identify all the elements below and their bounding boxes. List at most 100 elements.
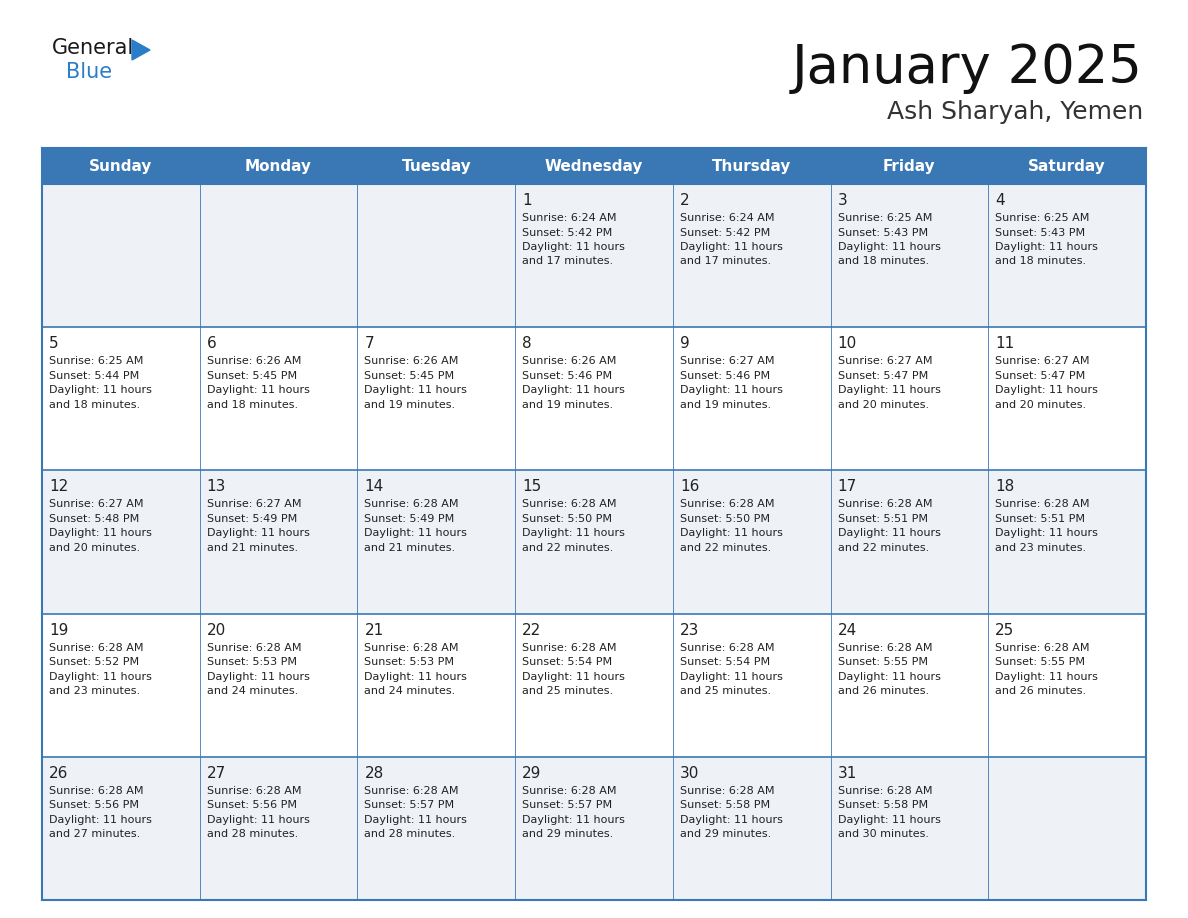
Text: Monday: Monday <box>245 159 312 174</box>
Text: 26: 26 <box>49 766 69 781</box>
Text: Daylight: 11 hours: Daylight: 11 hours <box>523 242 625 252</box>
Text: Sunrise: 6:28 AM: Sunrise: 6:28 AM <box>523 786 617 796</box>
Text: Sunset: 5:49 PM: Sunset: 5:49 PM <box>207 514 297 524</box>
Text: and 17 minutes.: and 17 minutes. <box>523 256 613 266</box>
Text: Sunrise: 6:26 AM: Sunrise: 6:26 AM <box>365 356 459 366</box>
Text: Sunrise: 6:28 AM: Sunrise: 6:28 AM <box>207 643 302 653</box>
Text: and 18 minutes.: and 18 minutes. <box>996 256 1086 266</box>
Text: Sunset: 5:45 PM: Sunset: 5:45 PM <box>365 371 455 381</box>
Text: Daylight: 11 hours: Daylight: 11 hours <box>365 386 467 396</box>
Text: Sunset: 5:45 PM: Sunset: 5:45 PM <box>207 371 297 381</box>
Text: Daylight: 11 hours: Daylight: 11 hours <box>680 242 783 252</box>
Text: Sunset: 5:46 PM: Sunset: 5:46 PM <box>523 371 612 381</box>
Text: and 21 minutes.: and 21 minutes. <box>365 543 455 553</box>
Text: Daylight: 11 hours: Daylight: 11 hours <box>49 386 152 396</box>
Text: Sunrise: 6:28 AM: Sunrise: 6:28 AM <box>838 499 933 509</box>
Text: Daylight: 11 hours: Daylight: 11 hours <box>49 529 152 538</box>
Text: Sunset: 5:50 PM: Sunset: 5:50 PM <box>523 514 612 524</box>
Text: Sunrise: 6:28 AM: Sunrise: 6:28 AM <box>680 499 775 509</box>
Text: Sunset: 5:49 PM: Sunset: 5:49 PM <box>365 514 455 524</box>
Text: Sunset: 5:42 PM: Sunset: 5:42 PM <box>523 228 612 238</box>
Text: Daylight: 11 hours: Daylight: 11 hours <box>996 242 1098 252</box>
Bar <box>516 148 672 184</box>
Text: and 24 minutes.: and 24 minutes. <box>365 686 456 696</box>
Text: Sunset: 5:56 PM: Sunset: 5:56 PM <box>207 800 297 811</box>
Text: Sunrise: 6:28 AM: Sunrise: 6:28 AM <box>996 499 1089 509</box>
Text: 21: 21 <box>365 622 384 638</box>
Text: and 19 minutes.: and 19 minutes. <box>680 399 771 409</box>
Text: Sunrise: 6:28 AM: Sunrise: 6:28 AM <box>838 643 933 653</box>
Text: and 26 minutes.: and 26 minutes. <box>838 686 929 696</box>
Bar <box>988 148 1146 184</box>
Text: Daylight: 11 hours: Daylight: 11 hours <box>838 242 941 252</box>
Text: and 25 minutes.: and 25 minutes. <box>523 686 613 696</box>
Text: Sunrise: 6:25 AM: Sunrise: 6:25 AM <box>996 213 1089 223</box>
Text: 1: 1 <box>523 193 532 208</box>
Text: Sunrise: 6:28 AM: Sunrise: 6:28 AM <box>365 786 459 796</box>
Text: Sunrise: 6:27 AM: Sunrise: 6:27 AM <box>838 356 933 366</box>
Text: and 18 minutes.: and 18 minutes. <box>207 399 298 409</box>
Text: 4: 4 <box>996 193 1005 208</box>
Text: Sunrise: 6:28 AM: Sunrise: 6:28 AM <box>365 643 459 653</box>
Text: Sunset: 5:43 PM: Sunset: 5:43 PM <box>996 228 1086 238</box>
Text: 31: 31 <box>838 766 857 781</box>
Text: 22: 22 <box>523 622 542 638</box>
Text: Daylight: 11 hours: Daylight: 11 hours <box>680 815 783 824</box>
Bar <box>830 148 988 184</box>
Text: General: General <box>52 38 134 58</box>
Text: Daylight: 11 hours: Daylight: 11 hours <box>523 672 625 681</box>
Bar <box>42 756 1146 900</box>
Text: Sunrise: 6:27 AM: Sunrise: 6:27 AM <box>996 356 1089 366</box>
Text: Sunrise: 6:28 AM: Sunrise: 6:28 AM <box>838 786 933 796</box>
Text: Daylight: 11 hours: Daylight: 11 hours <box>207 529 310 538</box>
Text: Sunrise: 6:28 AM: Sunrise: 6:28 AM <box>680 643 775 653</box>
Text: January 2025: January 2025 <box>792 42 1143 94</box>
Text: Sunset: 5:55 PM: Sunset: 5:55 PM <box>996 657 1086 667</box>
Text: and 22 minutes.: and 22 minutes. <box>523 543 613 553</box>
Text: Daylight: 11 hours: Daylight: 11 hours <box>838 386 941 396</box>
Text: 28: 28 <box>365 766 384 781</box>
Text: 9: 9 <box>680 336 689 352</box>
Bar <box>42 184 1146 327</box>
Text: Sunset: 5:51 PM: Sunset: 5:51 PM <box>838 514 928 524</box>
Text: 20: 20 <box>207 622 226 638</box>
Text: and 24 minutes.: and 24 minutes. <box>207 686 298 696</box>
Text: Saturday: Saturday <box>1029 159 1106 174</box>
Text: Daylight: 11 hours: Daylight: 11 hours <box>207 672 310 681</box>
Text: Sunset: 5:54 PM: Sunset: 5:54 PM <box>680 657 770 667</box>
Text: Thursday: Thursday <box>712 159 791 174</box>
Text: and 17 minutes.: and 17 minutes. <box>680 256 771 266</box>
Text: Sunrise: 6:27 AM: Sunrise: 6:27 AM <box>680 356 775 366</box>
Text: Sunset: 5:53 PM: Sunset: 5:53 PM <box>365 657 455 667</box>
Text: 11: 11 <box>996 336 1015 352</box>
Text: 24: 24 <box>838 622 857 638</box>
Text: 15: 15 <box>523 479 542 495</box>
Bar <box>42 148 200 184</box>
Text: Sunset: 5:48 PM: Sunset: 5:48 PM <box>49 514 139 524</box>
Text: Daylight: 11 hours: Daylight: 11 hours <box>365 815 467 824</box>
Text: Sunset: 5:53 PM: Sunset: 5:53 PM <box>207 657 297 667</box>
Text: Tuesday: Tuesday <box>402 159 472 174</box>
Text: 5: 5 <box>49 336 58 352</box>
Text: Daylight: 11 hours: Daylight: 11 hours <box>523 815 625 824</box>
Text: and 22 minutes.: and 22 minutes. <box>680 543 771 553</box>
Text: and 20 minutes.: and 20 minutes. <box>838 399 929 409</box>
Text: Sunrise: 6:28 AM: Sunrise: 6:28 AM <box>49 786 144 796</box>
Text: 30: 30 <box>680 766 700 781</box>
Text: 6: 6 <box>207 336 216 352</box>
Text: Sunrise: 6:24 AM: Sunrise: 6:24 AM <box>523 213 617 223</box>
Text: Sunset: 5:54 PM: Sunset: 5:54 PM <box>523 657 612 667</box>
Text: Sunset: 5:42 PM: Sunset: 5:42 PM <box>680 228 770 238</box>
Polygon shape <box>132 40 150 60</box>
Text: and 29 minutes.: and 29 minutes. <box>680 829 771 839</box>
Text: and 28 minutes.: and 28 minutes. <box>207 829 298 839</box>
Text: 14: 14 <box>365 479 384 495</box>
Text: 2: 2 <box>680 193 689 208</box>
Bar <box>672 148 830 184</box>
Text: and 19 minutes.: and 19 minutes. <box>523 399 613 409</box>
Text: Blue: Blue <box>67 62 112 82</box>
Bar <box>42 327 1146 470</box>
Text: and 20 minutes.: and 20 minutes. <box>996 399 1086 409</box>
Text: Daylight: 11 hours: Daylight: 11 hours <box>996 529 1098 538</box>
Bar <box>200 148 358 184</box>
